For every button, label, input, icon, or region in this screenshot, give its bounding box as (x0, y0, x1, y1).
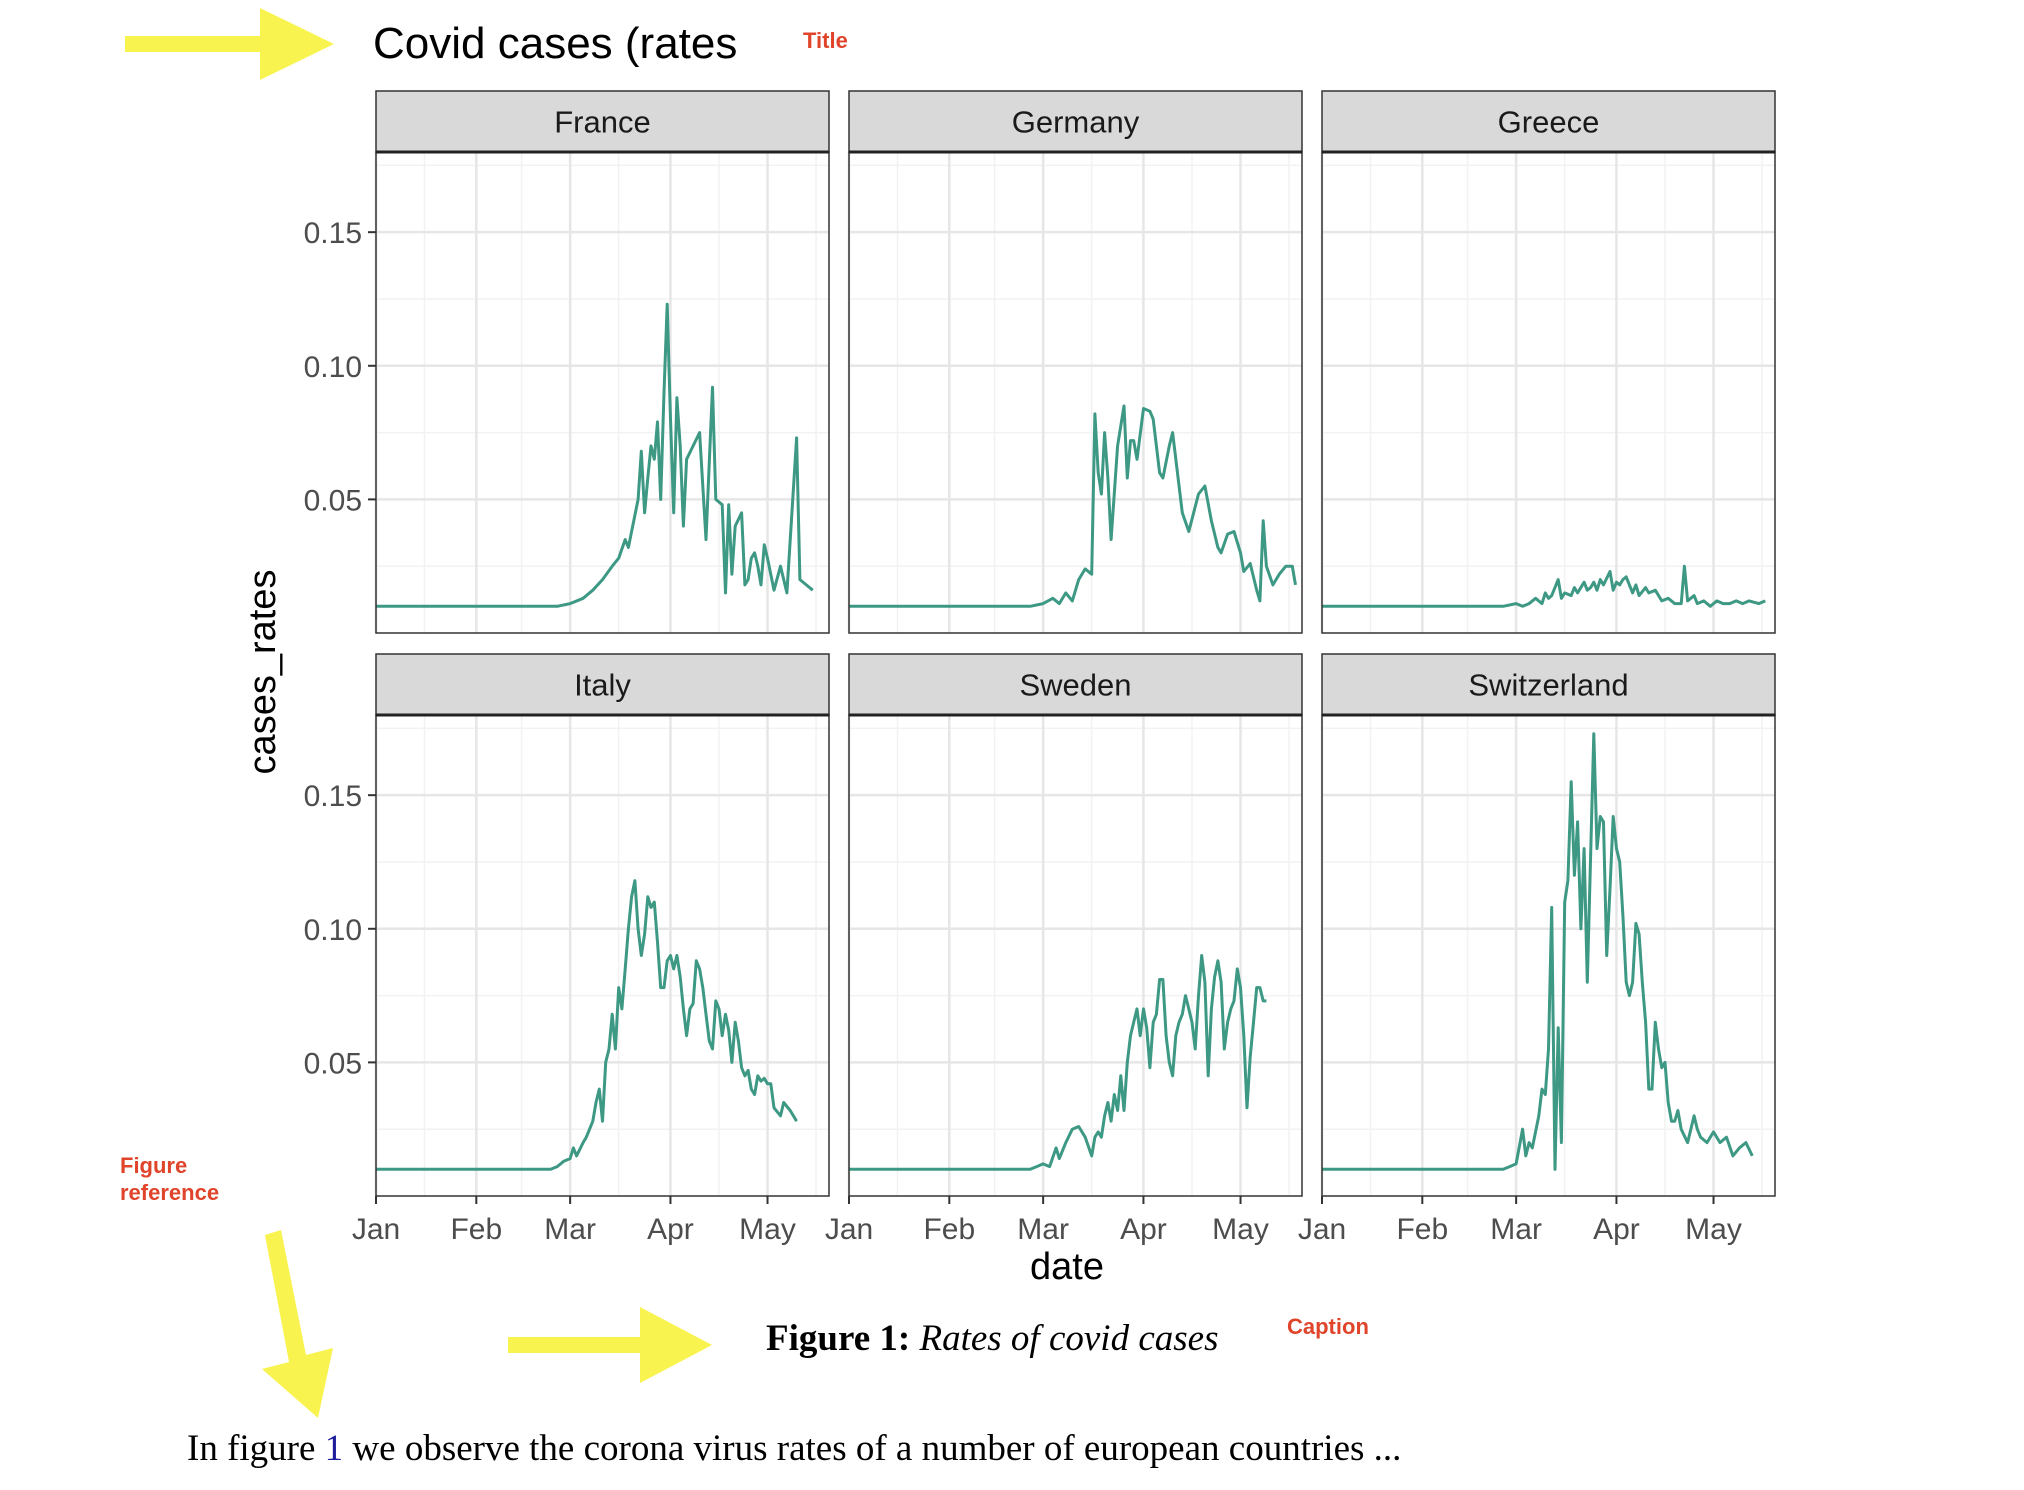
facet-label-switzerland: Switzerland (1468, 668, 1628, 703)
plot-background (1322, 152, 1775, 633)
x-tick-label: Jan (352, 1213, 400, 1246)
figure-reference-annotation-line1: Figure (120, 1153, 187, 1178)
series-line-switzerland (1322, 732, 1754, 1171)
series-line-greece (1322, 564, 1766, 608)
figure-reference-pointer-arrow (262, 1230, 333, 1418)
x-tick-label: May (739, 1213, 796, 1246)
plot-background (849, 152, 1302, 633)
y-tick-label: 0.05 (304, 1047, 362, 1080)
plot-background (376, 715, 829, 1196)
body-text-before-ref: In figure (187, 1428, 325, 1469)
facet-france: France 0.05 0.10 0.15 (304, 90, 830, 634)
x-tick-label: Mar (1490, 1213, 1542, 1246)
title-pointer-arrow (125, 8, 334, 80)
y-tick-label: 0.10 (304, 351, 362, 384)
series-line-france (376, 302, 814, 608)
y-tick-label: 0.15 (304, 217, 362, 250)
x-tick-label: Apr (1120, 1213, 1167, 1246)
caption-pointer-arrow (508, 1307, 712, 1383)
x-tick-label: Jan (1298, 1213, 1346, 1246)
facet-strip (1321, 90, 1776, 153)
facet-label-sweden: Sweden (1019, 668, 1131, 703)
facet-germany: Germany (847, 90, 1303, 634)
x-tick-label: May (1212, 1213, 1269, 1246)
x-tick-label: Mar (544, 1213, 596, 1246)
annotation-arrows (125, 8, 712, 1418)
caption-text: Rates of covid cases (918, 1318, 1218, 1359)
chart-title: Covid cases (rates (373, 19, 737, 68)
facet-label-germany: Germany (1012, 105, 1140, 140)
facet-strip (848, 90, 1303, 153)
body-text-after-ref: we observe the corona virus rates of a n… (343, 1428, 1401, 1469)
facet-label-france: France (554, 105, 650, 140)
x-tick-label: Apr (1593, 1213, 1640, 1246)
series-line-sweden (849, 954, 1267, 1171)
x-tick-label: May (1685, 1213, 1742, 1246)
facet-label-greece: Greece (1498, 105, 1600, 140)
y-tick-label: 0.10 (304, 914, 362, 947)
facet-switzerland: Switzerland Jan Feb Mar Apr May (1298, 653, 1776, 1246)
title-annotation: Title (803, 28, 848, 53)
facet-panels: France 0.05 0.10 0.15 Germany Greece Italy 0.05… (304, 90, 1776, 1246)
figure-caption: Figure 1: Rates of covid cases (766, 1318, 1218, 1359)
facet-greece: Greece (1320, 90, 1776, 634)
series-line-germany (849, 404, 1297, 608)
plot-background (849, 715, 1302, 1196)
figure-reference-annotation-line2: reference (120, 1180, 219, 1205)
facet-label-italy: Italy (574, 668, 631, 703)
facet-strip (1321, 653, 1776, 716)
facet-italy: Italy 0.05 0.10 0.15 Jan Feb Mar Apr May (304, 653, 830, 1246)
plot-background (376, 152, 829, 633)
facet-strip (848, 653, 1303, 716)
y-tick-label: 0.15 (304, 780, 362, 813)
facet-strip (375, 90, 830, 153)
body-paragraph: In figure 1 we observe the corona virus … (187, 1428, 1401, 1469)
x-axis-title: date (1030, 1246, 1104, 1288)
x-tick-label: Feb (1396, 1213, 1448, 1246)
x-tick-label: Mar (1017, 1213, 1069, 1246)
facet-strip (375, 653, 830, 716)
y-axis-title: cases_rates (242, 570, 284, 775)
caption-annotation: Caption (1287, 1314, 1369, 1339)
x-tick-label: Feb (923, 1213, 975, 1246)
series-line-italy (376, 879, 798, 1171)
facet-sweden: Sweden Jan Feb Mar Apr May (825, 653, 1303, 1246)
y-tick-label: 0.05 (304, 484, 362, 517)
plot-background (1322, 715, 1775, 1196)
x-tick-label: Feb (450, 1213, 502, 1246)
x-tick-label: Jan (825, 1213, 873, 1246)
figure-reference-link[interactable]: 1 (325, 1428, 344, 1469)
caption-label: Figure 1: (766, 1318, 910, 1359)
x-tick-label: Apr (647, 1213, 694, 1246)
